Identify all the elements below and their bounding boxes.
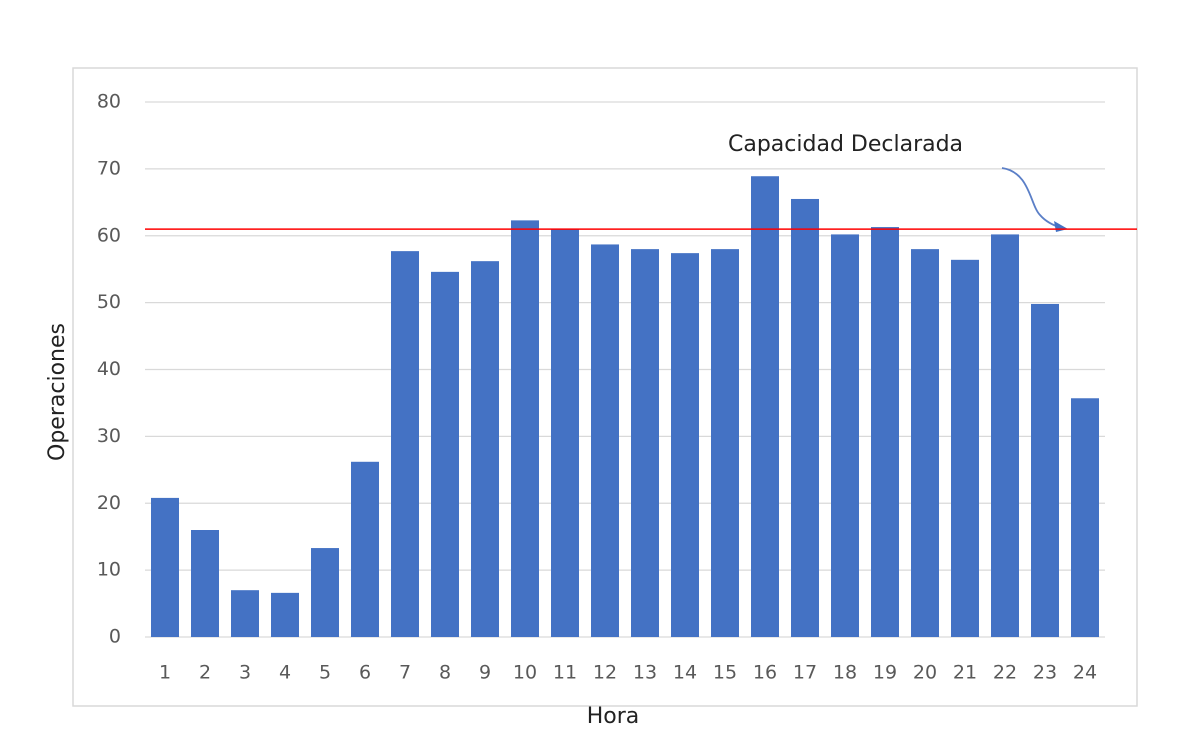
y-tick-label: 40 [97,358,121,380]
y-axis-title: Operaciones [45,323,70,461]
bar [151,497,179,637]
bar [1031,303,1059,637]
x-axis-title: Hora [587,704,640,729]
bar [431,271,459,637]
x-tick-label: 19 [873,662,897,684]
bars [151,176,1099,637]
y-tick-label: 20 [97,492,121,514]
bar [751,176,779,637]
x-tick-label: 12 [593,662,617,684]
annotation: Capacidad Declarada [728,132,963,157]
bar [311,548,339,637]
x-tick-label: 21 [953,662,977,684]
bar [871,227,899,637]
bar [231,590,259,637]
x-tick-label: 2 [199,662,211,684]
x-tick-label: 20 [913,662,937,684]
bar [791,198,819,637]
y-tick-label: 30 [97,425,121,447]
y-tick-label: 60 [97,224,121,246]
x-tick-label: 18 [833,662,857,684]
x-tick-label: 3 [239,662,251,684]
x-tick-label: 23 [1033,662,1057,684]
bar [711,249,739,637]
bar [271,592,299,637]
x-tick-label: 9 [479,662,491,684]
bar [911,249,939,637]
bar [511,220,539,637]
y-tick-label: 80 [97,91,121,113]
x-tick-label: 15 [713,662,737,684]
bar [351,461,379,637]
bar [631,249,659,637]
bar [991,234,1019,637]
x-tick-label: 6 [359,662,371,684]
y-tick-label: 70 [97,157,121,179]
x-tick-label: 1 [159,662,171,684]
x-tick-label: 24 [1073,662,1097,684]
x-tick-label: 11 [553,662,577,684]
y-tick-label: 0 [109,626,121,648]
bar [831,234,859,637]
bar [671,253,699,637]
y-tick-label: 10 [97,559,121,581]
x-tick-label: 10 [513,662,537,684]
grid [145,101,1105,638]
x-tick-label: 16 [753,662,777,684]
bar [591,244,619,637]
bar [471,261,499,637]
bar [551,229,579,637]
x-tick-label: 13 [633,662,657,684]
x-tick-label: 8 [439,662,451,684]
bar [1071,398,1099,637]
x-tick-label: 14 [673,662,697,684]
y-tick-label: 50 [97,291,121,313]
x-tick-label: 4 [279,662,291,684]
x-tick-label: 5 [319,662,331,684]
bar [391,251,419,637]
bar [191,530,219,637]
x-tick-label: 17 [793,662,817,684]
bar [951,259,979,637]
x-tick-label: 22 [993,662,1017,684]
x-tick-label: 7 [399,662,411,684]
